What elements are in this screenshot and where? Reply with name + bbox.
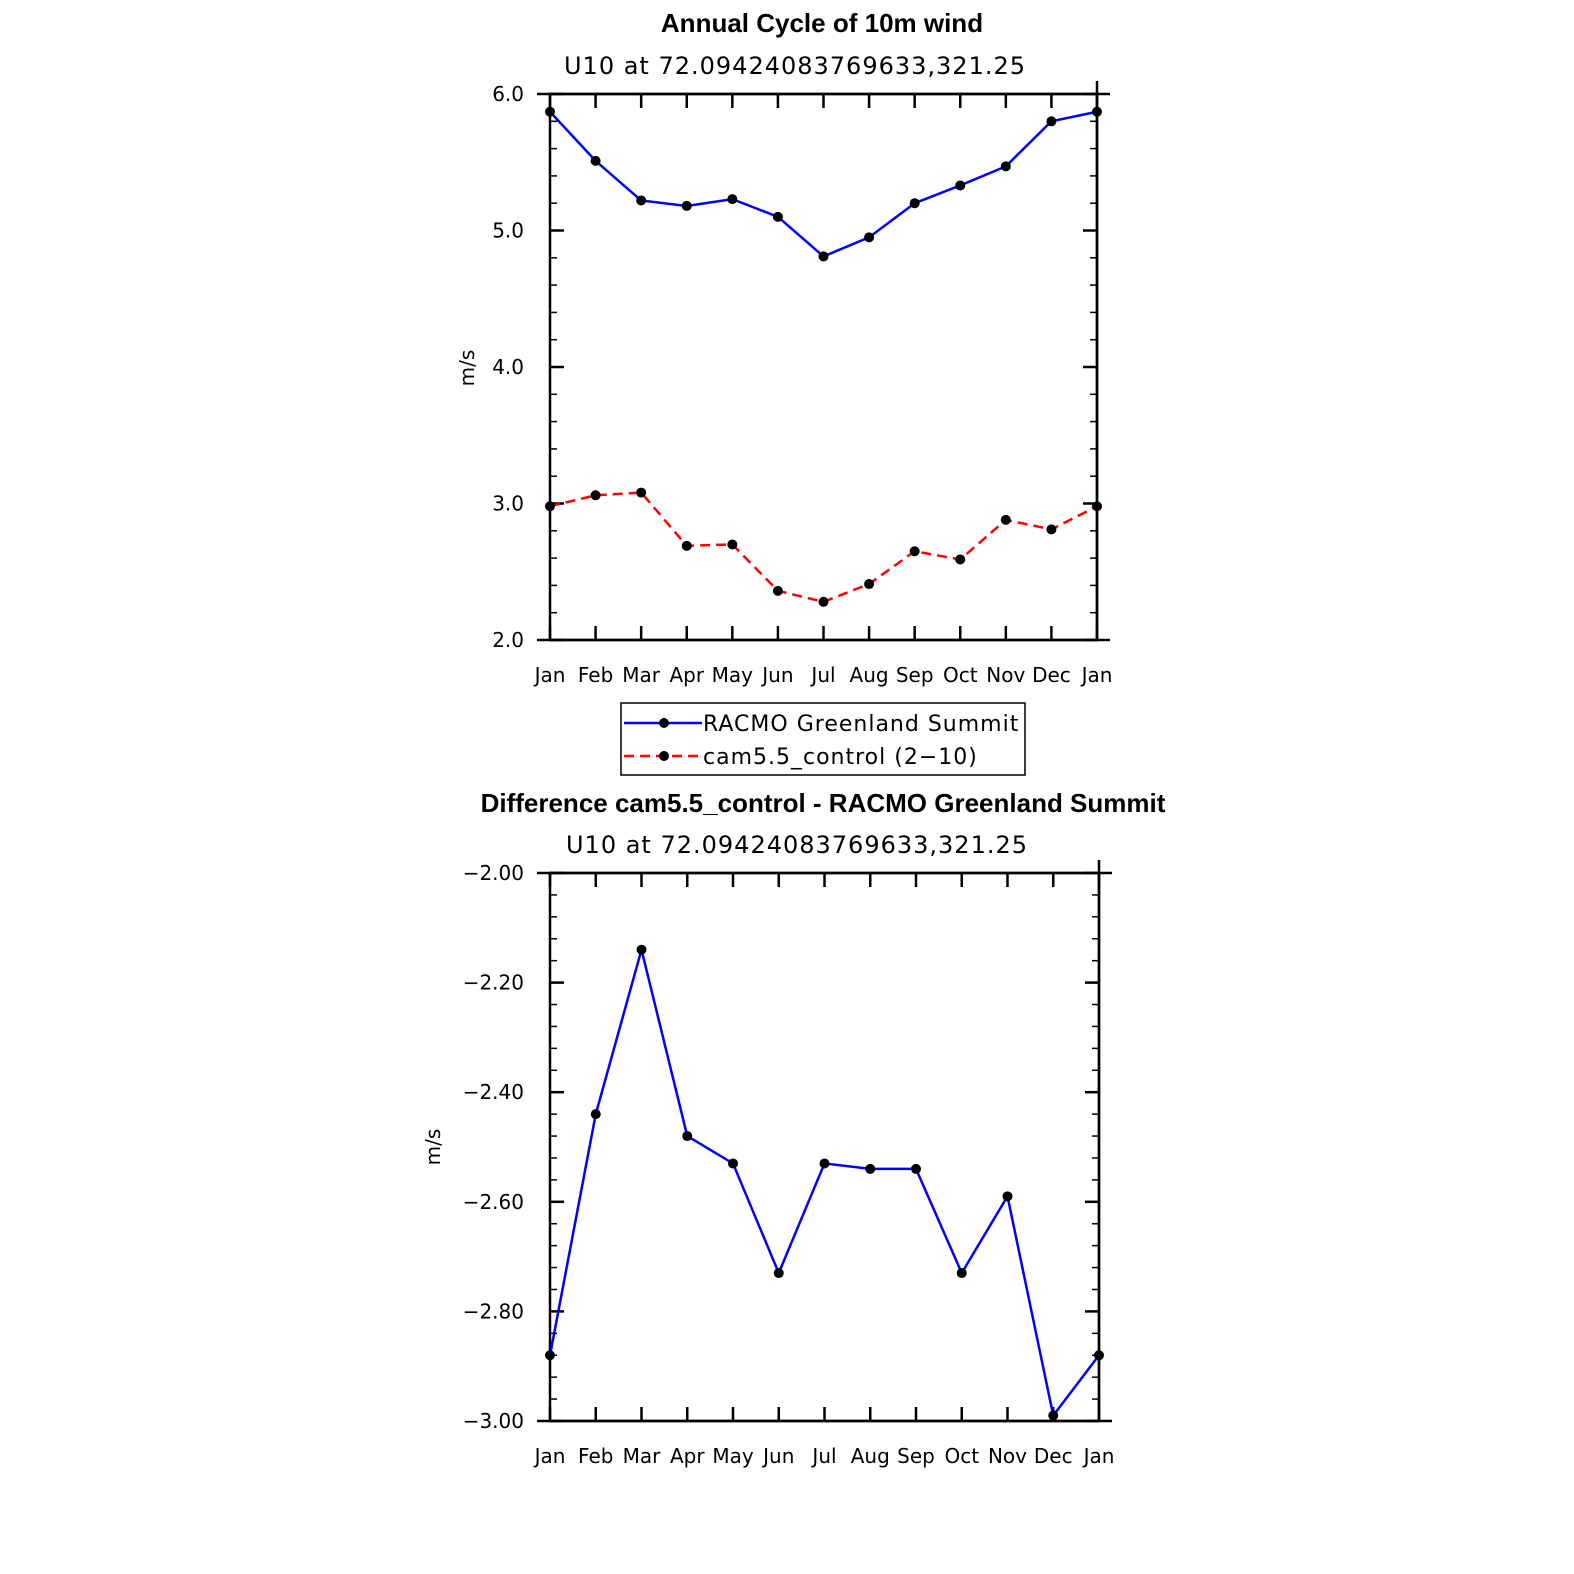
series-point-0 <box>1092 106 1102 117</box>
series-point-0 <box>772 211 783 222</box>
series-point-0 <box>818 251 829 262</box>
y-tick-label: 3.0 <box>492 492 524 516</box>
x-tick-label: Jun <box>761 1444 794 1468</box>
bottom-chart-plot: Jan Feb Mar Apr May Jun Jul Aug Sep Oct Nov Dec Jan−… <box>463 860 1115 1468</box>
top-chart-legend: RACMO Greenland Summit cam5.5_control (2… <box>620 702 1026 776</box>
series-point-0 <box>728 1158 738 1169</box>
y-tick-label: 5.0 <box>492 219 524 243</box>
series-point-0 <box>590 155 601 166</box>
series-point-0 <box>1094 1350 1104 1361</box>
plot-frame <box>548 92 1099 642</box>
x-tick-label: Jan <box>1080 663 1113 687</box>
series-line-0 <box>549 110 1098 258</box>
x-tick-label: Jan <box>533 663 566 687</box>
x-tick-label: Oct <box>943 663 978 687</box>
x-tick-label: Sep <box>896 663 934 687</box>
x-tick-label: Nov <box>988 1444 1027 1468</box>
series-point-1 <box>636 487 647 498</box>
series-point-0 <box>636 195 647 206</box>
y-tick-label: 2.0 <box>492 628 524 652</box>
series-point-1 <box>545 501 555 512</box>
top-chart-ylabel: m/s <box>455 350 479 387</box>
y-tick-label: −2.00 <box>463 861 524 885</box>
series-point-1 <box>955 554 966 565</box>
series-point-0 <box>865 1163 876 1174</box>
x-tick-label: Jan <box>1082 1444 1115 1468</box>
series-point-0 <box>1048 1410 1059 1421</box>
y-tick-label: −2.20 <box>463 971 524 995</box>
x-tick-label: Feb <box>578 663 613 687</box>
series-point-0 <box>727 194 738 205</box>
x-tick-label: Oct <box>944 1444 979 1468</box>
x-tick-label: Apr <box>670 1444 705 1468</box>
x-tick-label: Dec <box>1034 1444 1073 1468</box>
x-tick-label: Jul <box>809 663 835 687</box>
legend-box <box>620 702 1026 776</box>
legend-label-cam: cam5.5_control (2−10) <box>703 745 978 770</box>
series-point-1 <box>590 490 601 501</box>
top-chart-plot: Jan Feb Mar Apr May Jun Jul Aug Sep Oct Nov Dec Jan 2… <box>492 81 1112 687</box>
bottom-chart-subtitle: U10 at 72.09424083769633,321.25 <box>566 831 1028 859</box>
series-point-0 <box>590 1109 601 1120</box>
legend-marker-cam <box>659 751 669 761</box>
x-tick-label: Aug <box>850 663 889 687</box>
legend-marker-racmo <box>659 718 669 728</box>
plot-frame <box>548 871 1101 1423</box>
x-tick-label: Apr <box>669 663 704 687</box>
series-point-0 <box>545 106 555 117</box>
y-tick-label: −2.60 <box>463 1190 524 1214</box>
series-point-0 <box>956 1268 967 1279</box>
series-point-0 <box>545 1350 555 1361</box>
y-tick-label: −3.00 <box>463 1409 524 1433</box>
y-tick-label: −2.80 <box>463 1299 524 1323</box>
series-point-1 <box>772 585 783 596</box>
series-point-1 <box>727 539 738 550</box>
series-point-1 <box>681 540 692 551</box>
x-tick-label: Mar <box>623 1444 662 1468</box>
series-point-0 <box>773 1268 784 1279</box>
series-point-0 <box>864 232 875 243</box>
x-tick-label: Jun <box>760 663 793 687</box>
x-tick-label: Jan <box>533 1444 566 1468</box>
series-point-0 <box>1000 161 1011 172</box>
bottom-chart-title: Difference cam5.5_control - RACMO Greenl… <box>481 788 1166 818</box>
series-point-0 <box>681 200 692 211</box>
series-point-0 <box>819 1158 830 1169</box>
series-point-0 <box>911 1163 921 1174</box>
y-tick-label: 4.0 <box>492 355 524 379</box>
top-chart-title: Annual Cycle of 10m wind <box>661 8 983 38</box>
y-tick-label: 6.0 <box>492 82 524 106</box>
x-tick-label: Dec <box>1032 663 1071 687</box>
y-tick-label: −2.40 <box>463 1080 524 1104</box>
bottom-chart-ylabel: m/s <box>421 1129 445 1166</box>
series-point-1 <box>1000 514 1011 525</box>
x-tick-label: Jul <box>810 1444 836 1468</box>
series-point-1 <box>864 579 875 590</box>
series-point-1 <box>909 546 920 557</box>
series-point-0 <box>636 944 647 955</box>
series-point-0 <box>1046 116 1057 127</box>
series-point-0 <box>955 180 966 191</box>
x-tick-label: May <box>712 663 754 687</box>
series-point-1 <box>1092 501 1102 512</box>
legend-label-racmo: RACMO Greenland Summit <box>703 712 1019 737</box>
x-tick-label: Feb <box>578 1444 613 1468</box>
series-line-1 <box>549 491 1098 604</box>
series-line-0 <box>548 944 1100 1419</box>
x-tick-label: May <box>712 1444 754 1468</box>
x-tick-label: Sep <box>897 1444 935 1468</box>
x-tick-label: Mar <box>622 663 661 687</box>
x-tick-label: Nov <box>986 663 1025 687</box>
series-point-1 <box>818 596 829 607</box>
series-point-0 <box>682 1131 693 1142</box>
top-chart-subtitle: U10 at 72.09424083769633,321.25 <box>564 52 1026 80</box>
x-tick-label: Aug <box>851 1444 890 1468</box>
series-point-0 <box>1002 1191 1013 1202</box>
series-point-0 <box>909 198 920 209</box>
series-point-1 <box>1046 524 1057 535</box>
